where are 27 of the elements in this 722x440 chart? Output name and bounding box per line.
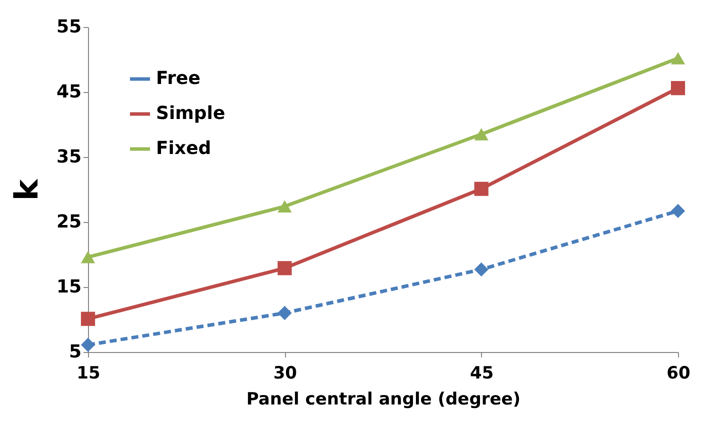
x-tick-label: 45 (470, 364, 494, 384)
point (670, 81, 686, 96)
point (474, 262, 488, 277)
y-tick-label: 5 (68, 342, 82, 362)
x-axis-title: Panel central angle (degree) (246, 390, 521, 410)
point (80, 312, 96, 326)
point (278, 261, 292, 276)
y-tick-label: 45 (56, 82, 82, 102)
point (670, 204, 686, 218)
y-tick-label: 55 (56, 16, 82, 38)
y-tick-label: 25 (56, 212, 82, 232)
y-tick-label: 35 (56, 146, 82, 168)
point (80, 338, 96, 352)
y-tick-label: 15 (56, 276, 82, 298)
x-tick-label: 30 (273, 364, 298, 384)
point (80, 250, 96, 264)
legend-label: Simple (156, 103, 226, 124)
legend-label: Free (156, 68, 200, 89)
legend-label: Fixed (156, 138, 212, 159)
point (278, 306, 292, 320)
point (474, 128, 488, 140)
point (474, 182, 488, 196)
x-tick-label: 15 (76, 364, 100, 384)
x-tick-label: 60 (666, 364, 690, 384)
point (670, 52, 686, 64)
point (278, 200, 292, 213)
y-axis-title: k (7, 178, 46, 201)
